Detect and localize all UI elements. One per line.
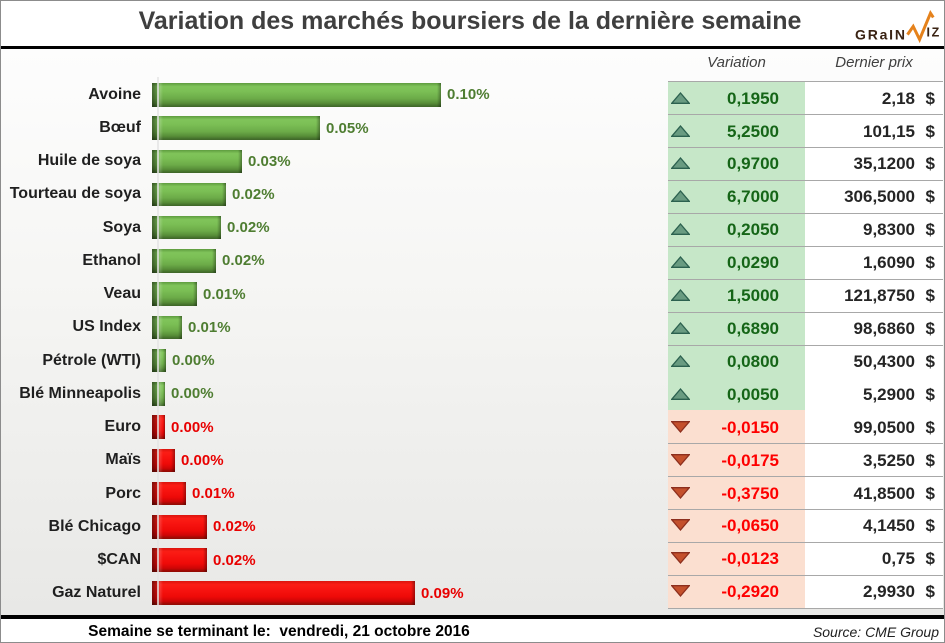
svg-text:GRaIN: GRaIN: [855, 27, 907, 43]
svg-text:IZ: IZ: [927, 25, 941, 39]
